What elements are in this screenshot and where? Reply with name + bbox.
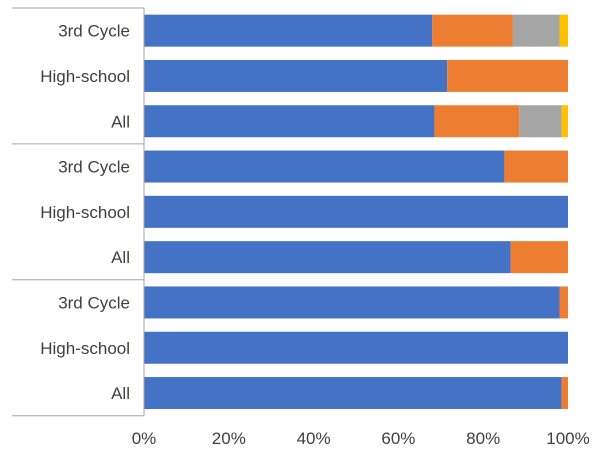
bar-segment-g1-r0-s1 — [504, 150, 568, 183]
category-label: 3rd Cycle — [58, 22, 130, 41]
category-label: 3rd Cycle — [58, 158, 130, 177]
category-label: High-school — [40, 67, 130, 86]
group-dividers — [12, 7, 145, 417]
bar-segment-g0-r0-s0 — [144, 14, 433, 47]
x-tick-label: 40% — [297, 429, 331, 448]
category-labels: 3rd Cycle High-school All 3rd Cycle High-sch… — [40, 22, 130, 403]
bar-segment-g0-r1-s0 — [144, 59, 448, 92]
category-label: All — [111, 112, 130, 131]
x-tick-label: 0% — [132, 429, 157, 448]
bar-segment-g0-r2-s1 — [434, 105, 520, 138]
bar-segment-g0-r0-s1 — [432, 14, 513, 47]
x-axis-ticks: 0% 20% 40% 60% 80% 100% — [132, 429, 590, 448]
bar-segment-g1-r2-s0 — [144, 241, 511, 274]
category-label: All — [111, 384, 130, 403]
bar-segment-g1-r2-s1 — [510, 241, 568, 274]
bar-segment-g2-r2-s0 — [144, 377, 562, 410]
bar-segment-g0-r2-s3 — [561, 105, 568, 138]
bar-segment-g1-r0-s0 — [144, 150, 505, 183]
bar-segment-g1-r1-s0 — [144, 195, 568, 228]
bars-layer — [144, 14, 568, 410]
x-tick-label: 60% — [381, 429, 415, 448]
x-tick-label: 100% — [546, 429, 589, 448]
category-label: High-school — [40, 339, 130, 358]
bar-segment-g2-r0-s0 — [144, 286, 560, 319]
bar-segment-g2-r0-s1 — [559, 286, 568, 319]
bar-segment-g2-r1-s0 — [144, 331, 568, 364]
bar-segment-g0-r1-s1 — [447, 59, 568, 92]
x-tick-label: 80% — [466, 429, 500, 448]
bar-segment-g0-r0-s2 — [512, 14, 560, 47]
category-label: High-school — [40, 203, 130, 222]
x-tick-label: 20% — [212, 429, 246, 448]
bar-segment-g0-r0-s3 — [559, 14, 568, 47]
bar-segment-g2-r2-s1 — [561, 377, 568, 410]
category-label: 3rd Cycle — [58, 293, 130, 312]
bar-segment-g0-r2-s2 — [519, 105, 562, 138]
bar-segment-g0-r2-s0 — [144, 105, 435, 138]
category-label: All — [111, 248, 130, 267]
